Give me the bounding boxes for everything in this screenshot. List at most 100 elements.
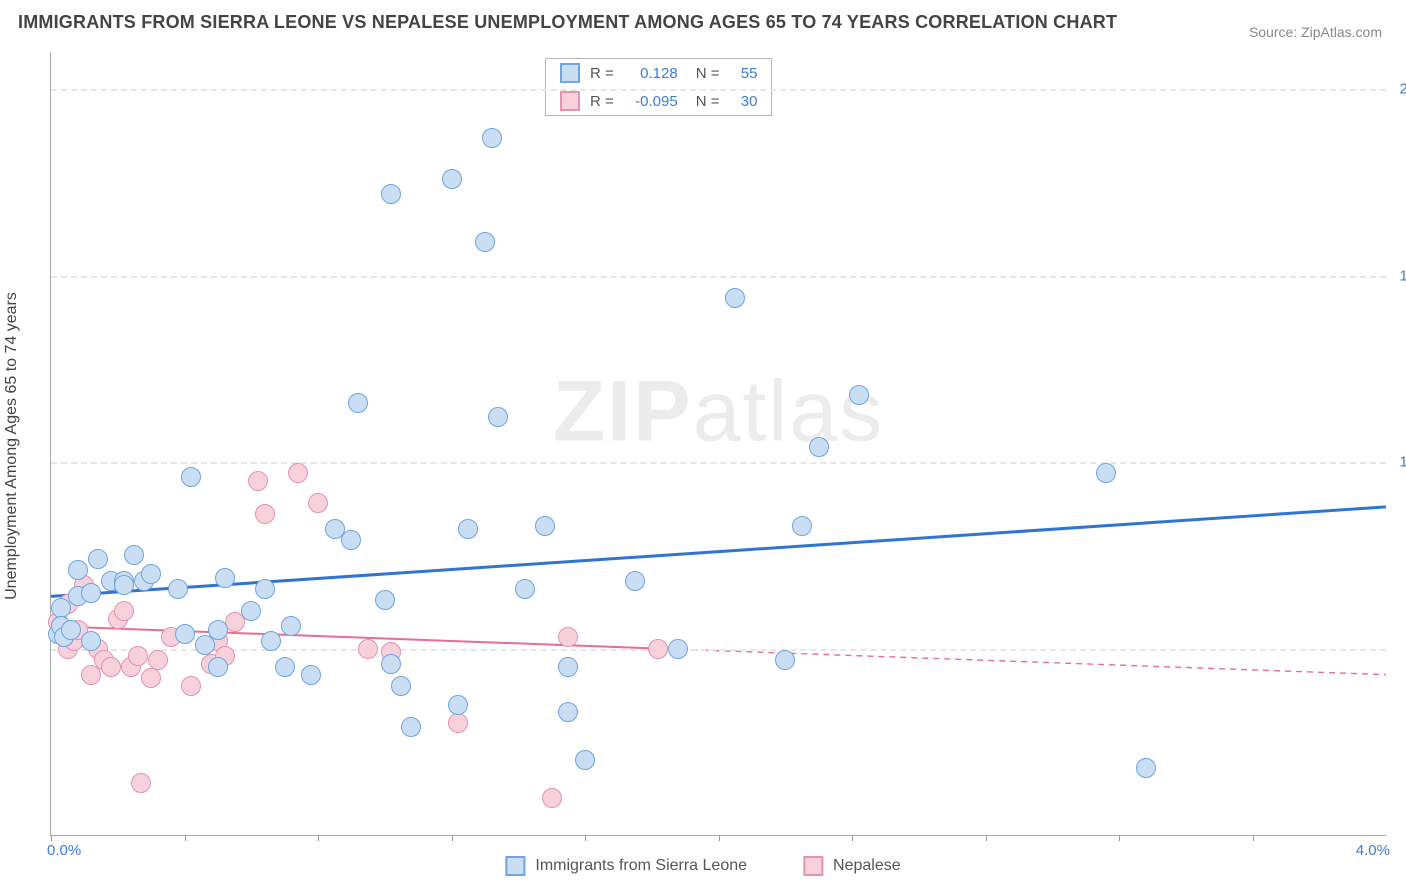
data-point [148,650,168,670]
x-tick [1119,835,1120,841]
x-tick [51,835,52,841]
r-label: R = [590,65,614,82]
data-point [288,463,308,483]
n-value: 55 [729,65,757,82]
chart-title: IMMIGRANTS FROM SIERRA LEONE VS NEPALESE… [18,12,1117,33]
data-point [725,288,745,308]
data-point [141,668,161,688]
data-point [261,631,281,651]
gridline [51,649,1386,651]
data-point [448,713,468,733]
data-point [515,579,535,599]
data-point [348,393,368,413]
data-point [175,624,195,644]
data-point [255,504,275,524]
data-point [131,773,151,793]
gridline [51,462,1386,464]
data-point [558,657,578,677]
data-point [301,665,321,685]
legend-label: Nepalese [833,857,901,875]
source-attribution: Source: ZipAtlas.com [1249,24,1382,40]
y-tick-label: 5.0% [1390,640,1406,657]
x-tick [318,835,319,841]
y-axis-label: Unemployment Among Ages 65 to 74 years [3,292,21,600]
data-point [255,579,275,599]
data-point [442,169,462,189]
data-point [341,530,361,550]
stats-legend: R =0.128N =55R =-0.095N =30 [545,58,773,116]
legend-swatch [560,63,580,83]
r-label: R = [590,93,614,110]
data-point [181,676,201,696]
x-tick [986,835,987,841]
data-point [215,568,235,588]
data-point [401,717,421,737]
source-value: ZipAtlas.com [1301,24,1382,40]
y-tick-label: 20.0% [1390,81,1406,98]
stats-legend-row: R =0.128N =55 [546,59,772,87]
data-point [358,639,378,659]
data-point [181,467,201,487]
data-point [308,493,328,513]
data-point [381,184,401,204]
regression-line [658,649,1386,675]
source-label: Source: [1249,24,1297,40]
n-label: N = [696,65,720,82]
regression-line [51,507,1386,596]
n-value: 30 [729,93,757,110]
data-point [625,571,645,591]
y-tick-label: 10.0% [1390,454,1406,471]
data-point [792,516,812,536]
data-point [542,788,562,808]
data-point [1136,758,1156,778]
data-point [381,654,401,674]
data-point [668,639,688,659]
legend-label: Immigrants from Sierra Leone [535,857,747,875]
data-point [114,601,134,621]
data-point [128,646,148,666]
legend-item: Nepalese [803,856,901,876]
y-tick-label: 15.0% [1390,267,1406,284]
data-point [68,560,88,580]
data-point [124,545,144,565]
r-value: -0.095 [624,93,678,110]
legend-swatch [560,91,580,111]
data-point [81,631,101,651]
data-point [648,639,668,659]
data-point [558,627,578,647]
data-point [101,657,121,677]
x-tick [452,835,453,841]
data-point [809,437,829,457]
data-point [448,695,468,715]
chart-plot-area: ZIPatlas R =0.128N =55R =-0.095N =30 0.0… [50,52,1386,836]
data-point [475,232,495,252]
data-point [391,676,411,696]
data-point [61,620,81,640]
legend-swatch [803,856,823,876]
data-point [849,385,869,405]
data-point [558,702,578,722]
data-point [488,407,508,427]
gridline [51,276,1386,278]
data-point [281,616,301,636]
x-tick [1253,835,1254,841]
x-tick [852,835,853,841]
regression-lines-layer [51,52,1386,835]
data-point [248,471,268,491]
x-tick [719,835,720,841]
data-point [1096,463,1116,483]
data-point [482,128,502,148]
data-point [114,575,134,595]
data-point [535,516,555,536]
data-point [88,549,108,569]
data-point [241,601,261,621]
x-axis-min-label: 0.0% [47,842,81,859]
data-point [375,590,395,610]
legend-item: Immigrants from Sierra Leone [505,856,747,876]
x-tick [185,835,186,841]
data-point [208,620,228,640]
data-point [458,519,478,539]
data-point [81,583,101,603]
x-tick [585,835,586,841]
x-axis-max-label: 4.0% [1356,842,1390,859]
